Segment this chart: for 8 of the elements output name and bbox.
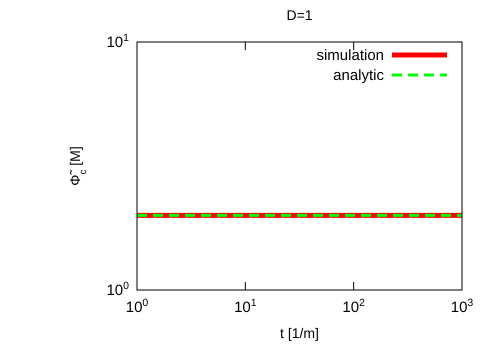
x-tick-label: 10$^{3}$ — [450, 297, 474, 316]
legend-label: simulation — [316, 47, 384, 64]
x-tick-label: 10$^{2}$ — [342, 297, 366, 316]
x-axis-title: t [1/m] — [280, 325, 319, 341]
chart-title: D=1 — [286, 7, 313, 23]
x-tick-label: 10$^{1}$ — [234, 297, 257, 316]
legend-label: analytic — [333, 67, 384, 84]
x-tick-label: 10$^{0}$ — [126, 297, 148, 316]
